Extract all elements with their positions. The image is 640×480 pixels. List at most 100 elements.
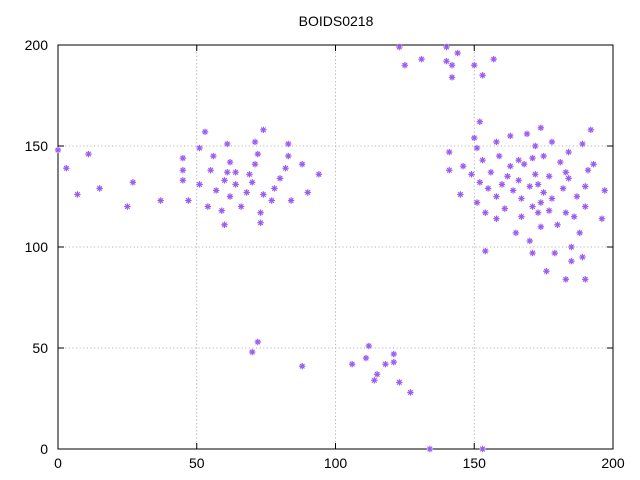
data-point xyxy=(457,191,464,198)
data-point xyxy=(365,342,372,350)
data-point xyxy=(221,221,228,228)
x-axis-tick-labels: 0 50 100 150 200 xyxy=(54,455,625,471)
y-tick-label: 0 xyxy=(40,441,48,457)
data-point xyxy=(54,146,62,154)
x-tick-label: 200 xyxy=(601,455,625,471)
data-point xyxy=(476,179,483,186)
data-point xyxy=(570,213,578,220)
data-point xyxy=(568,243,575,251)
data-point xyxy=(479,445,486,453)
y-tick-label: 200 xyxy=(25,37,49,53)
data-point xyxy=(454,49,461,57)
y-tick-label: 150 xyxy=(25,138,49,154)
data-point xyxy=(579,140,586,148)
data-point xyxy=(304,189,311,196)
data-point xyxy=(246,171,253,178)
data-point xyxy=(63,165,70,172)
data-point xyxy=(268,197,275,204)
data-point xyxy=(557,158,564,166)
data-point xyxy=(529,154,536,162)
data-point xyxy=(582,276,589,283)
data-point xyxy=(590,160,597,168)
data-point xyxy=(532,171,539,178)
data-point xyxy=(446,148,453,156)
data-point xyxy=(179,177,187,184)
data-point xyxy=(537,124,545,132)
data-point xyxy=(287,197,295,204)
data-point xyxy=(534,181,542,188)
data-point xyxy=(243,189,250,196)
data-point xyxy=(74,191,81,198)
data-point xyxy=(482,247,489,255)
data-point xyxy=(179,167,187,174)
data-point xyxy=(285,140,292,148)
x-tick-label: 150 xyxy=(463,455,487,471)
data-point xyxy=(512,229,520,237)
data-point xyxy=(257,219,264,226)
data-point xyxy=(498,181,506,188)
data-point xyxy=(587,126,594,134)
data-point xyxy=(407,389,414,396)
data-point xyxy=(196,181,203,188)
data-point xyxy=(545,173,553,180)
data-point xyxy=(426,445,434,453)
data-point xyxy=(526,183,533,190)
data-point xyxy=(548,195,556,202)
data-point xyxy=(390,358,397,366)
data-point xyxy=(226,193,234,200)
data-point xyxy=(548,138,556,146)
data-point xyxy=(526,237,533,245)
y-tick-label: 50 xyxy=(32,340,48,356)
data-point xyxy=(257,209,264,216)
data-point xyxy=(446,167,453,174)
x-tick-label: 50 xyxy=(189,455,205,471)
data-point xyxy=(545,207,553,214)
data-point xyxy=(96,185,103,192)
data-point xyxy=(540,189,547,196)
data-point xyxy=(518,195,525,202)
y-axis-tick-labels: 0 50 100 150 200 xyxy=(25,37,49,457)
data-point xyxy=(471,62,478,69)
data-point xyxy=(249,179,256,186)
data-point xyxy=(484,185,492,192)
data-point xyxy=(237,203,245,210)
data-point xyxy=(418,55,425,63)
data-point xyxy=(254,150,261,158)
data-point xyxy=(299,362,306,370)
grid-lines xyxy=(58,45,613,449)
axis-ticks xyxy=(57,44,614,450)
x-tick-label: 100 xyxy=(324,455,348,471)
data-point xyxy=(179,154,187,162)
data-point xyxy=(212,187,220,194)
data-point xyxy=(473,144,481,152)
data-point xyxy=(523,130,531,138)
data-point xyxy=(373,371,381,378)
data-point xyxy=(565,175,572,182)
data-point xyxy=(371,377,378,384)
data-point xyxy=(568,257,575,265)
data-points xyxy=(54,43,608,453)
data-point xyxy=(493,193,500,200)
data-point xyxy=(562,169,570,176)
data-point xyxy=(576,229,583,237)
data-point xyxy=(598,215,606,222)
y-tick-label: 100 xyxy=(25,239,49,255)
data-point xyxy=(537,223,545,230)
data-point xyxy=(251,138,259,146)
data-point xyxy=(260,191,267,198)
data-point xyxy=(529,249,536,257)
data-point xyxy=(85,150,92,158)
data-point xyxy=(221,177,228,184)
data-point xyxy=(534,209,542,216)
data-point xyxy=(532,142,539,150)
data-point xyxy=(493,138,500,146)
data-point xyxy=(471,134,478,142)
data-point xyxy=(565,148,572,156)
data-point xyxy=(224,140,231,148)
data-point xyxy=(224,169,231,176)
data-point xyxy=(285,152,292,160)
data-point xyxy=(490,55,497,63)
data-point xyxy=(276,175,284,182)
data-point xyxy=(493,215,500,222)
data-point xyxy=(382,360,389,368)
